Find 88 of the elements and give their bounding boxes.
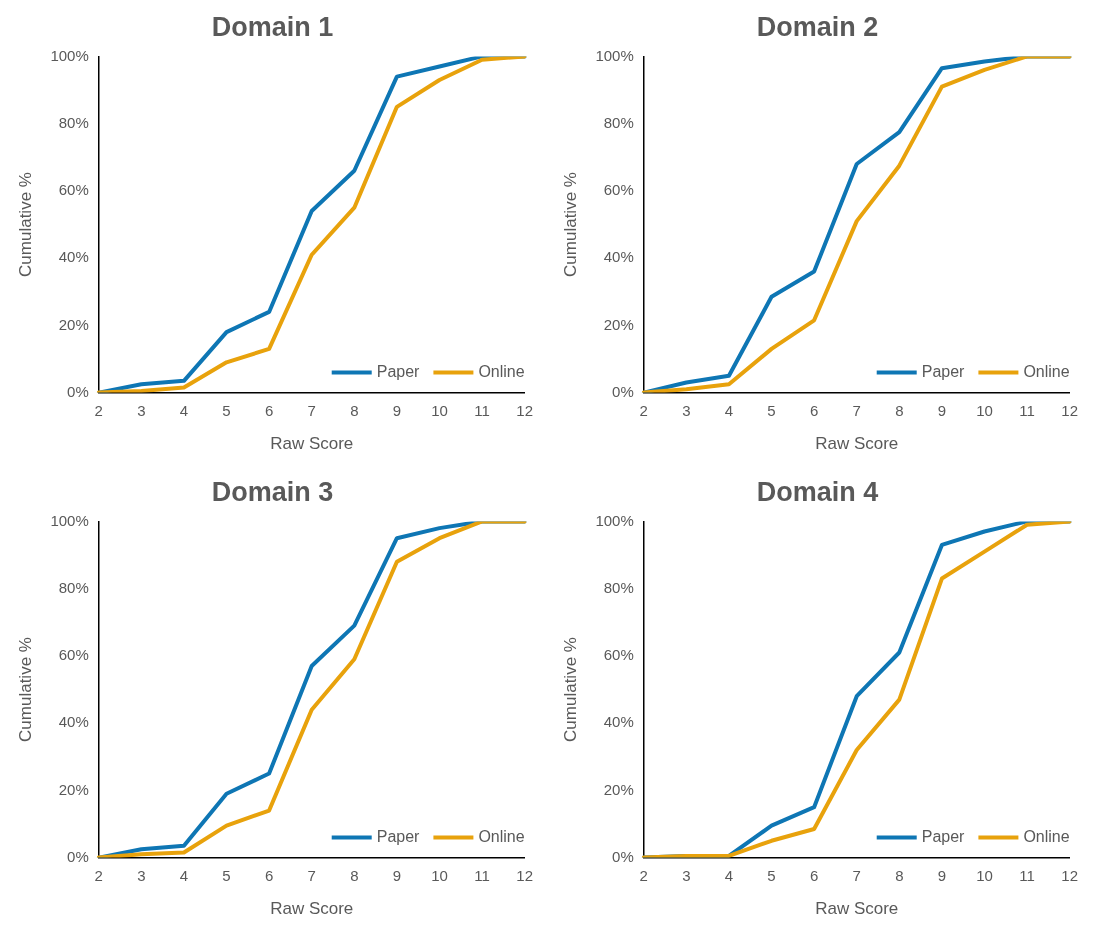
legend-label: Paper	[921, 363, 966, 381]
x-tick-label: 9	[937, 866, 947, 884]
chart-title: Domain 3	[211, 476, 334, 507]
x-tick-label: 5	[222, 866, 231, 884]
x-tick-label: 12	[1061, 866, 1078, 884]
y-tick-label: 20%	[603, 315, 634, 333]
y-tick-label: 60%	[58, 646, 89, 664]
x-tick-label: 7	[852, 401, 861, 419]
y-tick-label: 60%	[58, 181, 89, 199]
legend-label: Paper	[376, 828, 421, 846]
x-tick-label: 7	[307, 401, 316, 419]
y-tick-label: 20%	[58, 315, 89, 333]
x-tick-label: 11	[474, 401, 490, 419]
y-tick-label: 100%	[50, 511, 89, 529]
y-tick-label: 0%	[612, 382, 634, 400]
chart-title: Domain 2	[756, 11, 879, 42]
y-tick-label: 80%	[58, 113, 89, 131]
chart-title: Domain 1	[211, 11, 334, 42]
y-tick-label: 40%	[58, 248, 89, 266]
y-tick-label: 40%	[58, 713, 89, 731]
x-tick-label: 10	[976, 866, 993, 884]
x-axis-title: Raw Score	[815, 434, 899, 454]
x-tick-label: 4	[724, 401, 734, 419]
y-tick-label: 60%	[603, 181, 634, 199]
x-tick-label: 2	[639, 401, 648, 419]
chart-title: Domain 4	[756, 476, 879, 507]
legend-label: Paper	[921, 828, 966, 846]
x-tick-label: 3	[137, 866, 146, 884]
x-tick-label: 4	[179, 401, 189, 419]
y-tick-label: 80%	[603, 578, 634, 596]
x-tick-label: 10	[976, 401, 993, 419]
y-axis-title: Cumulative %	[15, 172, 35, 277]
x-tick-label: 11	[1019, 401, 1035, 419]
legend-label: Paper	[376, 363, 421, 381]
legend-label: Online	[1023, 828, 1070, 846]
y-tick-label: 80%	[58, 578, 89, 596]
x-tick-label: 6	[809, 866, 819, 884]
x-tick-label: 6	[264, 401, 274, 419]
y-tick-label: 100%	[595, 511, 634, 529]
y-tick-label: 100%	[595, 46, 634, 64]
x-tick-label: 12	[516, 401, 533, 419]
x-tick-label: 12	[1061, 401, 1078, 419]
legend-label: Online	[478, 363, 525, 381]
y-tick-label: 40%	[603, 248, 634, 266]
x-tick-label: 4	[179, 866, 189, 884]
x-axis-title: Raw Score	[270, 434, 354, 454]
x-tick-label: 9	[392, 401, 402, 419]
x-tick-label: 7	[307, 866, 316, 884]
y-tick-label: 80%	[603, 113, 634, 131]
x-tick-label: 8	[350, 401, 359, 419]
y-tick-label: 20%	[58, 780, 89, 798]
y-tick-label: 100%	[50, 46, 89, 64]
x-tick-label: 8	[895, 401, 904, 419]
x-axis-title: Raw Score	[815, 899, 899, 919]
x-axis-title: Raw Score	[270, 899, 354, 919]
x-tick-label: 2	[94, 866, 103, 884]
legend-label: Online	[1023, 363, 1070, 381]
x-tick-label: 4	[724, 866, 734, 884]
x-tick-label: 2	[639, 866, 648, 884]
y-axis-title: Cumulative %	[560, 172, 580, 277]
x-tick-label: 6	[264, 866, 274, 884]
x-tick-label: 9	[937, 401, 947, 419]
legend-label: Online	[478, 828, 525, 846]
x-tick-label: 3	[682, 401, 691, 419]
y-tick-label: 0%	[67, 847, 89, 865]
x-tick-label: 8	[350, 866, 359, 884]
x-tick-label: 5	[222, 401, 231, 419]
x-tick-label: 10	[431, 866, 448, 884]
x-tick-label: 11	[474, 866, 490, 884]
x-tick-label: 6	[809, 401, 819, 419]
x-tick-label: 3	[137, 401, 146, 419]
x-tick-label: 5	[767, 866, 776, 884]
y-tick-label: 0%	[67, 382, 89, 400]
x-tick-label: 11	[1019, 866, 1035, 884]
x-tick-label: 12	[516, 866, 533, 884]
x-tick-label: 5	[767, 401, 776, 419]
y-tick-label: 20%	[603, 780, 634, 798]
x-tick-label: 8	[895, 866, 904, 884]
x-tick-label: 7	[852, 866, 861, 884]
x-tick-label: 3	[682, 866, 691, 884]
y-tick-label: 40%	[603, 713, 634, 731]
x-tick-label: 2	[94, 401, 103, 419]
x-tick-label: 10	[431, 401, 448, 419]
x-tick-label: 9	[392, 866, 402, 884]
y-axis-title: Cumulative %	[15, 637, 35, 742]
y-tick-label: 60%	[603, 646, 634, 664]
y-axis-title: Cumulative %	[560, 637, 580, 742]
y-tick-label: 0%	[612, 847, 634, 865]
